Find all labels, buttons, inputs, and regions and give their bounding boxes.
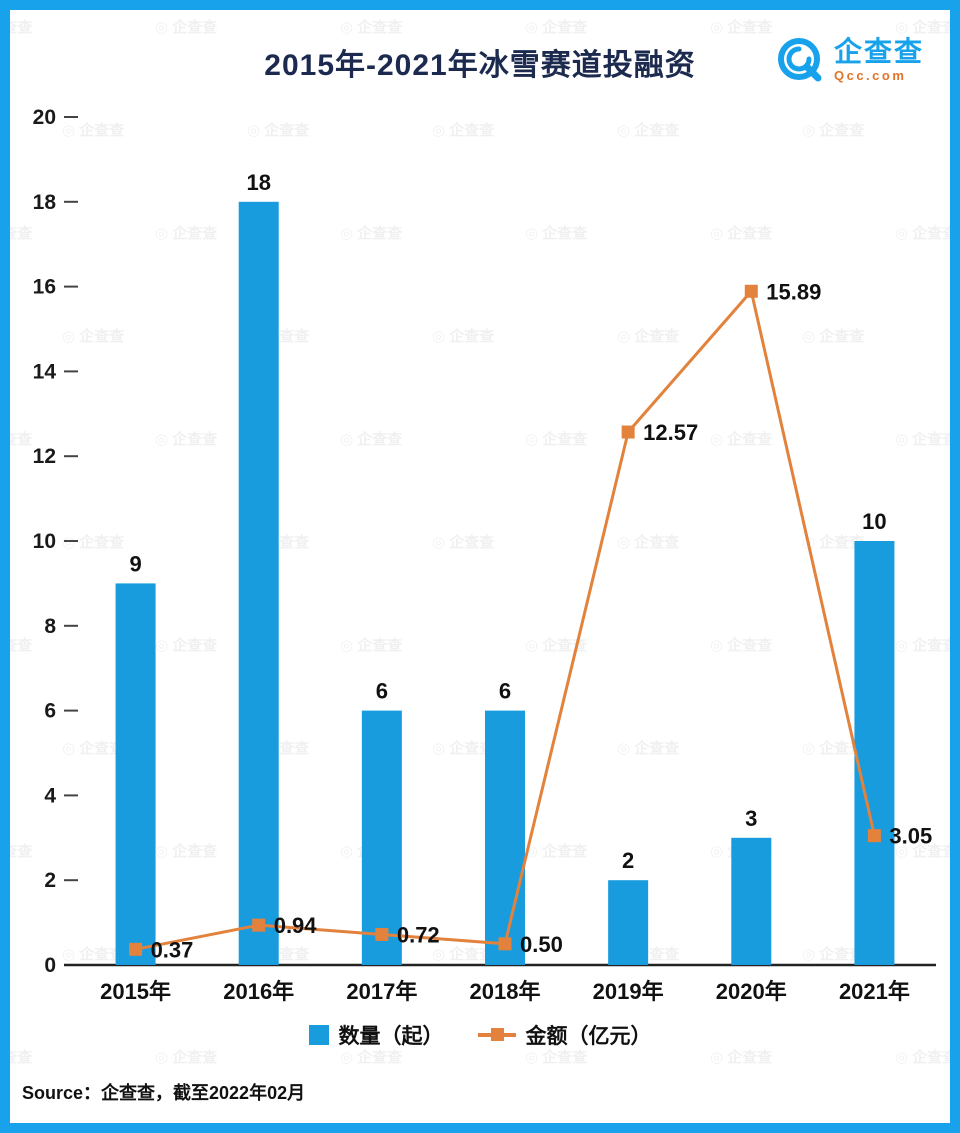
x-axis-tick-label: 2019年 [593,979,664,1004]
line-point-marker [621,425,635,439]
y-axis-tick-label: 14 [33,360,57,383]
qcc-logo-icon [777,38,822,82]
source-note: Source：企查查，截至2022年02月 [22,1083,306,1103]
qcc-logo: 企查查 Qcc.com [773,34,924,86]
watermark-logo: ◎ 企查查 [2,19,33,36]
y-axis-tick-label: 12 [33,445,56,468]
bar [608,880,649,965]
line-point-marker [129,942,143,956]
bar [485,710,525,965]
line-point-marker [252,918,266,932]
chart-title: 2015年-2021年冰雪赛道投融资 [264,49,696,82]
qcc-logo-text-wrap: 企查查 Qcc.com [834,37,924,83]
bar [115,583,156,965]
legend-label: 数量（起） [338,1025,444,1048]
bar-value-label: 10 [862,509,886,534]
legend: 数量（起） 金额（亿元） [10,1015,950,1055]
y-axis-tick-label: 18 [33,191,57,214]
bar-value-label: 18 [246,170,270,195]
y-axis-tick-label: 2 [44,869,56,892]
legend-line-marker-icon [477,1028,516,1041]
line-point-marker [867,829,881,843]
x-axis-tick-label: 2020年 [716,979,787,1004]
watermark-logo: ◎ 企查查 [155,19,218,36]
legend-item: 数量（起） [308,1020,444,1050]
line-value-label: 0.94 [274,913,318,938]
legend-item: 金额（亿元） [477,1020,652,1050]
x-axis-tick-label: 2015年 [100,979,171,1004]
qcc-logo-name: 企查查 [833,35,924,67]
line-point-marker [744,284,758,298]
line-value-label: 0.72 [397,922,440,947]
watermark-logo: ◎ 企查查 [340,19,403,36]
x-axis-tick-label: 2017年 [346,979,417,1004]
legend-label: 金额（亿元） [525,1025,652,1048]
bar-value-label: 2 [622,848,634,873]
bar [731,837,772,965]
bar-value-label: 9 [129,551,141,576]
y-axis-tick-label: 10 [33,530,56,553]
line-value-label: 0.37 [151,937,194,962]
bar [361,710,402,965]
y-axis-tick-label: 16 [33,276,56,299]
y-axis-tick-label: 0 [44,954,56,977]
watermark-logo: ◎ 企查查 [525,19,588,36]
y-axis-tick-label: 20 [33,106,56,129]
legend-bar-marker-icon [308,1025,329,1045]
y-axis-tick-label: 6 [44,700,56,723]
bar-value-label: 3 [745,806,757,831]
bar-value-label: 6 [499,679,511,704]
line-value-label: 12.57 [643,420,698,445]
qcc-logo-domain: Qcc.com [833,68,907,84]
combo-chart: 0 2 4 6 8 10 12 14 16 18 20 2015年 2016年 2017年 2018年 201… [33,106,936,1004]
bar [238,201,279,966]
x-axis-tick-label: 2021年 [839,979,910,1004]
bar [854,541,895,965]
x-axis-tick-label: 2016年 [223,979,294,1004]
line-value-label: 3.05 [889,824,932,849]
line-value-label: 15.89 [766,279,821,304]
y-axis-tick-label: 4 [44,784,56,807]
line-point-marker [498,937,512,951]
watermark-logo: ◎ 企查查 [710,19,773,36]
bar-value-label: 6 [376,679,388,704]
x-axis-tick-label: 2018年 [470,979,541,1004]
line-value-label: 0.50 [520,932,563,957]
line-point-marker [375,927,389,941]
y-axis-tick-label: 8 [44,615,56,638]
